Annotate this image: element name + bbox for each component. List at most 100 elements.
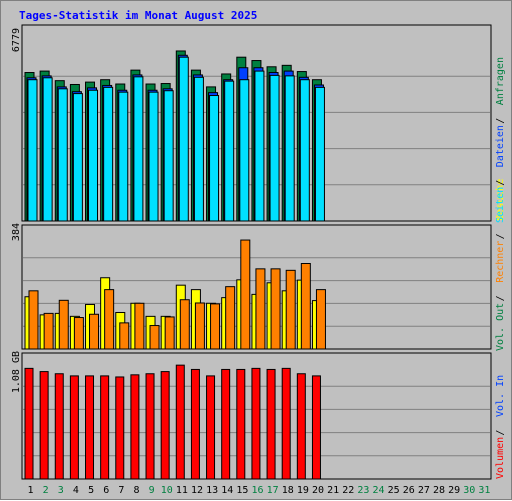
ymax-label-visits: 384 bbox=[11, 223, 22, 241]
bar-volume-volumen-day-6 bbox=[100, 375, 110, 480]
bar-visits-rechner-day-7 bbox=[119, 322, 130, 350]
bar-volume-volumen-day-3 bbox=[54, 373, 64, 480]
bar-requests-seiten-day-11 bbox=[178, 56, 189, 222]
x-tick-label-day-5: 5 bbox=[88, 485, 94, 496]
x-tick-label-day-28: 28 bbox=[433, 485, 445, 496]
bar-volume-volumen-day-5 bbox=[85, 375, 95, 480]
ymax-label-volume: 1.08 GB bbox=[11, 351, 22, 393]
bar-requests-seiten-day-15 bbox=[239, 79, 250, 222]
x-tick-label-day-31: 31 bbox=[478, 485, 490, 496]
bar-volume-volumen-day-2 bbox=[39, 371, 49, 480]
bar-requests-seiten-day-1 bbox=[27, 79, 38, 222]
bar-volume-volumen-day-14 bbox=[221, 368, 231, 480]
bar-visits-rechner-day-5 bbox=[89, 313, 100, 350]
legend-volumen: Volumen bbox=[495, 437, 506, 479]
bar-requests-seiten-day-10 bbox=[163, 90, 174, 222]
x-tick-label-day-3: 3 bbox=[58, 485, 64, 496]
bar-requests-seiten-day-12 bbox=[193, 76, 204, 222]
bar-visits-rechner-day-3 bbox=[58, 299, 69, 350]
bar-volume-volumen-day-9 bbox=[145, 373, 155, 480]
bar-requests-seiten-day-20 bbox=[314, 86, 325, 222]
bar-volume-volumen-day-18 bbox=[281, 367, 291, 480]
bar-requests-seiten-day-13 bbox=[209, 95, 220, 222]
x-tick-label-day-25: 25 bbox=[388, 485, 400, 496]
x-tick-label-day-2: 2 bbox=[43, 485, 49, 496]
bar-requests-seiten-day-3 bbox=[57, 88, 68, 222]
bar-volume-volumen-day-15 bbox=[236, 368, 246, 480]
chart-title: Tages-Statistik im Monat August 2025 bbox=[19, 9, 257, 22]
legend-anfragen: Anfragen bbox=[495, 57, 506, 105]
x-tick-label-day-11: 11 bbox=[176, 485, 188, 496]
legend-dateien: Dateien bbox=[495, 125, 506, 167]
bar-visits-rechner-day-11 bbox=[179, 299, 190, 350]
legend-rechner: Rechner bbox=[495, 241, 506, 283]
x-tick-label-day-4: 4 bbox=[73, 485, 79, 496]
x-tick-label-day-29: 29 bbox=[448, 485, 460, 496]
x-tick-label-day-1: 1 bbox=[28, 485, 34, 496]
bar-visits-rechner-day-13 bbox=[210, 303, 221, 350]
bar-requests-seiten-day-17 bbox=[269, 74, 280, 222]
legend-seiten: Seiten bbox=[495, 187, 506, 223]
bar-volume-volumen-day-16 bbox=[251, 367, 261, 480]
bar-visits-rechner-day-8 bbox=[134, 302, 145, 350]
x-tick-label-day-12: 12 bbox=[191, 485, 203, 496]
legend-vol-out: Vol. Out bbox=[495, 303, 506, 351]
x-tick-label-day-27: 27 bbox=[418, 485, 430, 496]
x-tick-label-day-13: 13 bbox=[206, 485, 218, 496]
bar-visits-rechner-day-4 bbox=[73, 317, 84, 350]
legend-separator: / bbox=[495, 118, 506, 124]
bar-visits-rechner-day-17 bbox=[270, 268, 281, 350]
bar-requests-seiten-day-5 bbox=[88, 89, 99, 222]
bar-volume-volumen-day-13 bbox=[206, 375, 216, 480]
bar-requests-seiten-day-14 bbox=[224, 80, 235, 222]
bar-volume-volumen-day-19 bbox=[296, 373, 306, 480]
bar-volume-volumen-day-12 bbox=[190, 368, 200, 480]
bar-requests-seiten-day-9 bbox=[148, 91, 159, 222]
x-tick-label-day-17: 17 bbox=[267, 485, 279, 496]
bar-volume-volumen-day-1 bbox=[24, 367, 34, 480]
bar-requests-seiten-day-6 bbox=[103, 86, 114, 222]
x-tick-label-day-16: 16 bbox=[251, 485, 263, 496]
x-tick-label-day-19: 19 bbox=[297, 485, 309, 496]
x-tick-label-day-20: 20 bbox=[312, 485, 324, 496]
bar-requests-seiten-day-7 bbox=[118, 91, 129, 222]
bar-requests-seiten-day-8 bbox=[133, 76, 144, 222]
x-tick-label-day-30: 30 bbox=[463, 485, 475, 496]
legend-vol-in: Vol. In bbox=[495, 375, 506, 417]
bar-volume-volumen-day-10 bbox=[160, 371, 170, 480]
bar-visits-rechner-day-1 bbox=[28, 290, 39, 350]
x-tick-label-day-22: 22 bbox=[342, 485, 354, 496]
bar-volume-volumen-day-7 bbox=[115, 376, 125, 480]
bar-volume-volumen-day-11 bbox=[175, 364, 185, 480]
x-tick-label-day-21: 21 bbox=[327, 485, 339, 496]
x-tick-label-day-18: 18 bbox=[282, 485, 294, 496]
legend-separator: / bbox=[495, 233, 506, 239]
legend-separator: / bbox=[495, 295, 506, 301]
bar-visits-rechner-day-16 bbox=[255, 268, 266, 350]
bar-volume-volumen-day-17 bbox=[266, 368, 276, 480]
bar-visits-rechner-day-15 bbox=[240, 239, 251, 350]
bar-visits-rechner-day-20 bbox=[315, 289, 326, 350]
x-tick-label-day-6: 6 bbox=[103, 485, 109, 496]
bar-visits-rechner-day-9 bbox=[149, 325, 160, 350]
bar-visits-rechner-day-12 bbox=[194, 302, 205, 350]
bar-requests-seiten-day-18 bbox=[284, 75, 295, 222]
legend-besuche: Besuche bbox=[495, 179, 506, 221]
bar-requests-seiten-day-19 bbox=[299, 79, 310, 222]
ymax-label-requests: 6779 bbox=[11, 28, 22, 52]
bar-volume-volumen-day-8 bbox=[130, 374, 140, 480]
bar-visits-rechner-day-6 bbox=[104, 289, 115, 350]
x-tick-label-day-7: 7 bbox=[118, 485, 124, 496]
x-tick-label-day-24: 24 bbox=[373, 485, 385, 496]
legend-separator: / bbox=[495, 180, 506, 186]
bar-visits-rechner-day-18 bbox=[285, 269, 296, 350]
bar-requests-seiten-day-16 bbox=[254, 70, 265, 222]
x-tick-label-day-26: 26 bbox=[403, 485, 415, 496]
bar-visits-rechner-day-19 bbox=[300, 263, 311, 350]
x-tick-label-day-10: 10 bbox=[161, 485, 173, 496]
bar-volume-volumen-day-20 bbox=[311, 375, 321, 480]
x-tick-label-day-15: 15 bbox=[236, 485, 248, 496]
bar-volume-volumen-day-4 bbox=[69, 375, 79, 480]
